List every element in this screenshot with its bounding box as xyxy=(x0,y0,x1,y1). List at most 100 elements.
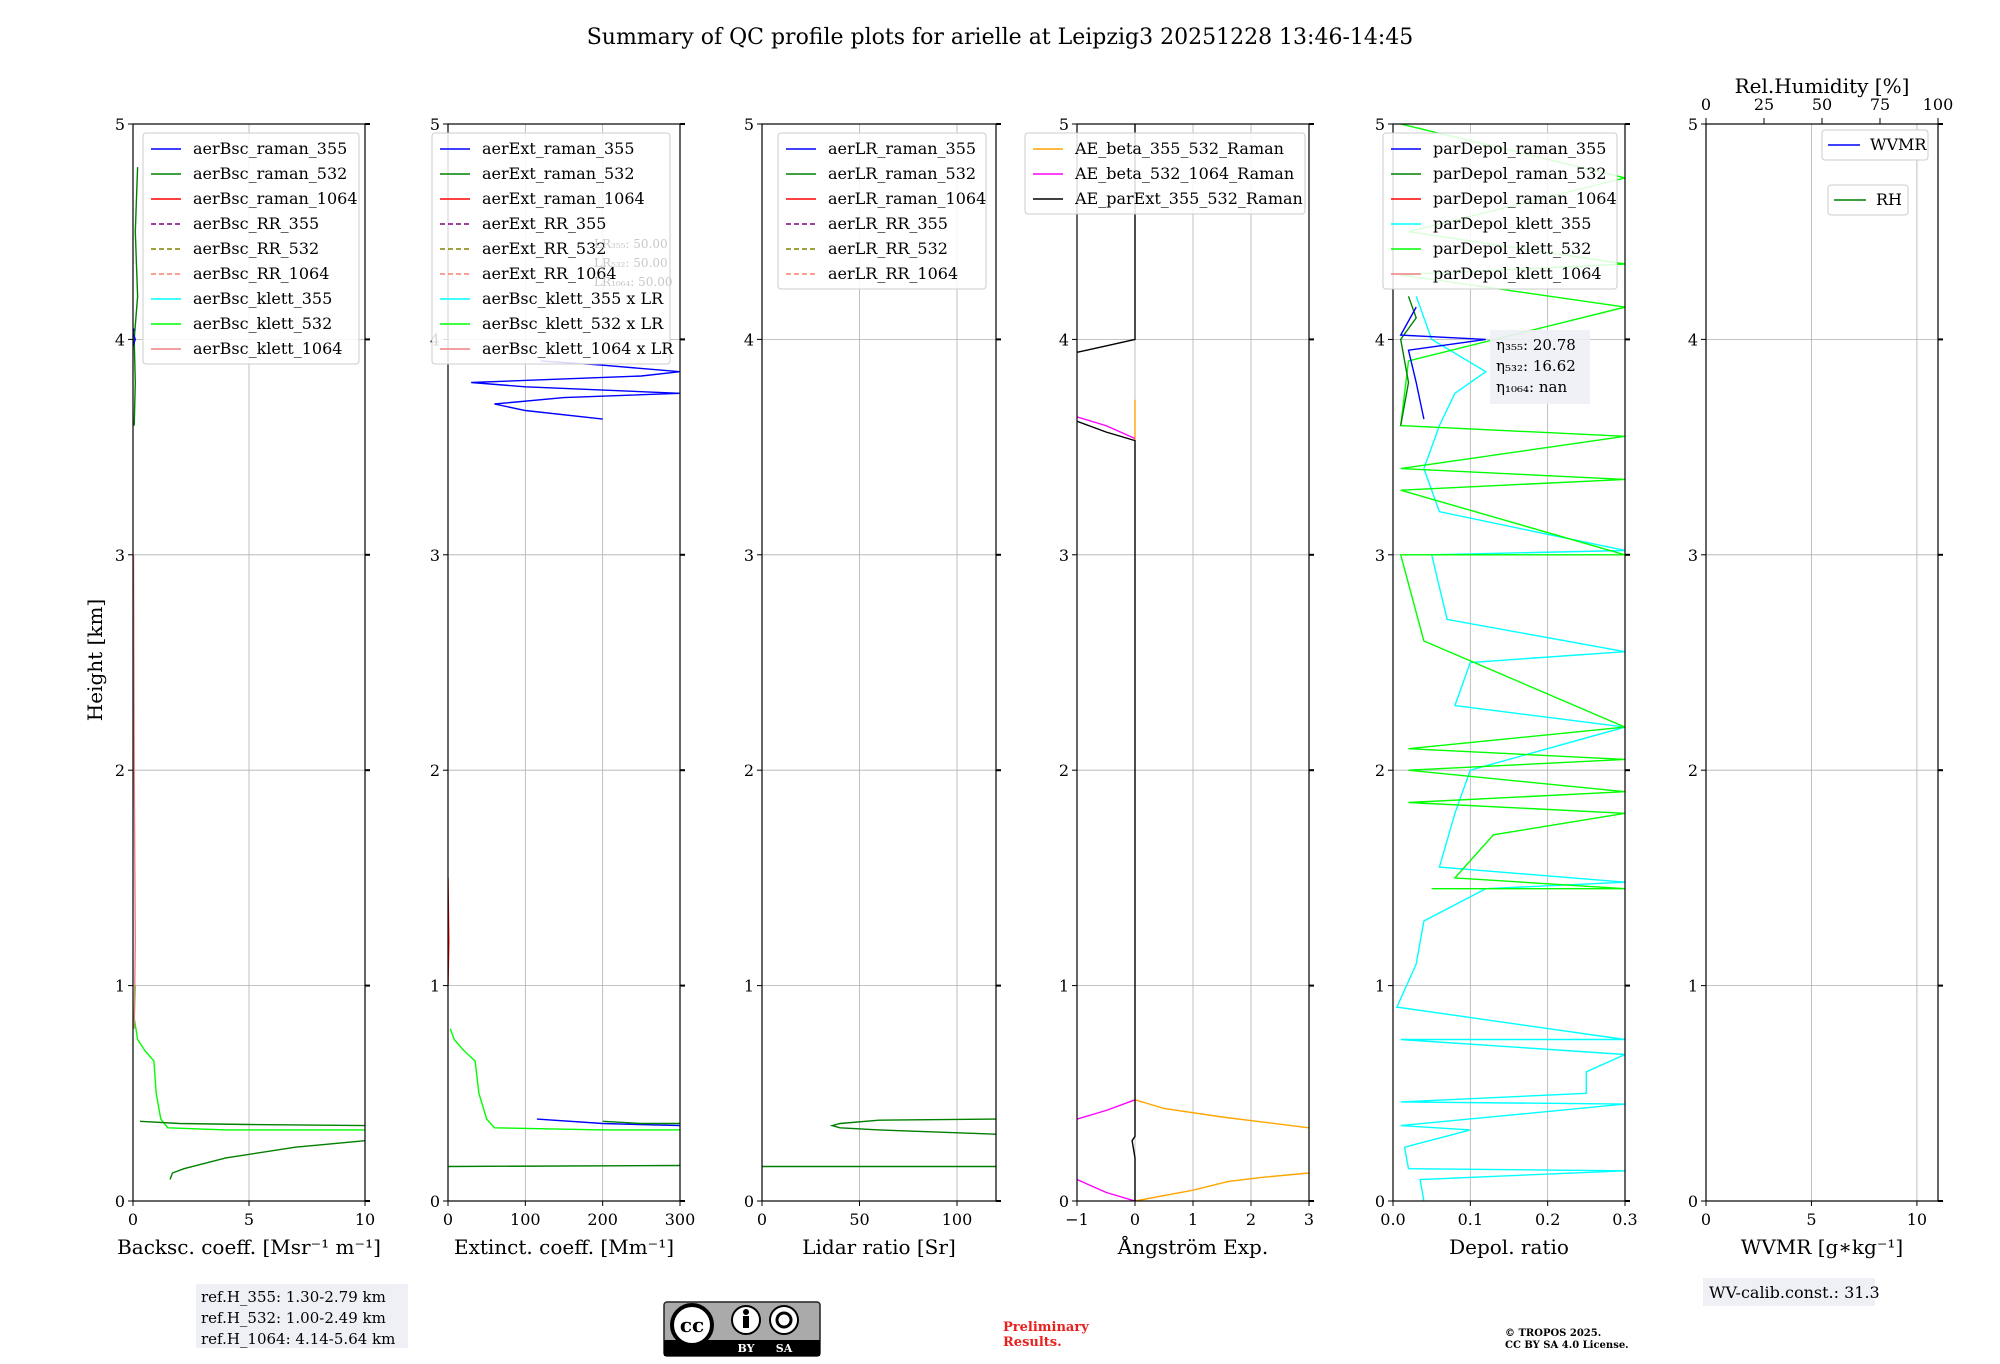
series-aerbsc-klett-532 xyxy=(133,985,365,1131)
legend-label: aerLR_raman_355 xyxy=(828,139,976,158)
y-tick-label: 5 xyxy=(430,115,440,134)
x-tick-label: 2 xyxy=(1246,1210,1256,1229)
series-ae-beta-355-532-upper xyxy=(1134,1099,1309,1129)
legend-label: aerExt_raman_532 xyxy=(482,164,635,183)
legend-label: parDepol_klett_355 xyxy=(1433,214,1591,233)
series-group xyxy=(448,360,680,1168)
y-tick-label: 2 xyxy=(1688,761,1698,780)
legend-label: aerLR_raman_532 xyxy=(828,164,976,183)
y-tick-label: 1 xyxy=(1375,977,1385,996)
legend-label: aerLR_RR_1064 xyxy=(828,264,958,283)
y-tick-label: 5 xyxy=(1059,115,1069,134)
x-tick-label: 0 xyxy=(443,1210,453,1229)
x-axis-label: WVMR [g∗kg⁻¹] xyxy=(1741,1235,1903,1259)
legend-label: aerBsc_klett_532 x LR xyxy=(482,314,664,333)
x-tick-label: 100 xyxy=(510,1210,541,1229)
y-tick-label: 0 xyxy=(1688,1192,1698,1211)
legend-label: aerExt_raman_1064 xyxy=(482,189,645,208)
series-ae-beta-355-532-lower xyxy=(1134,1172,1309,1201)
cc-icon: cc xyxy=(680,1313,704,1337)
eta-background xyxy=(1490,330,1590,404)
legend-label: aerBsc_klett_355 xyxy=(193,289,332,308)
axes-frame xyxy=(1392,123,1626,1202)
series-pardepol-klett-355 xyxy=(1395,296,1625,1201)
y-tick-label: 2 xyxy=(115,761,125,780)
y-tick-label: 5 xyxy=(744,115,754,134)
legend: aerExt_raman_355 aerExt_raman_532 aerExt_r… xyxy=(431,132,674,365)
series-aerbsc-raman-532 xyxy=(139,1120,365,1127)
legend-label: aerBsc_klett_1064 x LR xyxy=(482,339,674,358)
legend-box xyxy=(1821,129,1929,161)
x-tick-label: 0 xyxy=(1130,1210,1140,1229)
legend: aerBsc_raman_355 aerBsc_raman_532 aerBsc_r… xyxy=(142,132,360,365)
legend: AE_beta_355_532_Raman AE_beta_532_1064_Ra… xyxy=(1024,132,1306,215)
x-axis-label: Depol. ratio xyxy=(1449,1235,1569,1259)
y-tick-label: 1 xyxy=(744,977,754,996)
x-tick-label: 200 xyxy=(587,1210,618,1229)
lr-note: LR₅₃₂: 50.00 xyxy=(594,256,668,270)
wv-calib-annotation: WV-calib.const.: 31.3 xyxy=(1703,1278,1880,1306)
y-tick-label: 0 xyxy=(1059,1192,1069,1211)
series-ae-parext-355-532-b xyxy=(1077,124,1136,353)
y-tick-label: 0 xyxy=(1375,1192,1385,1211)
x-tick-label: 1 xyxy=(1188,1210,1198,1229)
legend-label: aerLR_RR_355 xyxy=(828,214,948,233)
legend-label: aerBsc_raman_532 xyxy=(193,164,347,183)
legend-label: aerBsc_raman_355 xyxy=(193,139,347,158)
y-tick-label: 5 xyxy=(115,115,125,134)
legend-label: aerExt_RR_355 xyxy=(482,214,606,233)
series-ae-beta-532-1064-a xyxy=(1077,1099,1136,1120)
x-axis-label: Ångström Exp. xyxy=(1117,1234,1268,1259)
panel-bsc: 0 5 10 0 1 2 3 4 5 Backsc. coeff. [Msr⁻¹ m⁻¹] aerB… xyxy=(115,115,381,1259)
y-tick-label: 0 xyxy=(430,1192,440,1211)
eta-line: η₃₅₅: 20.78 xyxy=(1496,336,1576,354)
legend-label: aerExt_raman_355 xyxy=(482,139,635,158)
y-tick-label: 3 xyxy=(1688,546,1698,565)
legend-label: aerBsc_klett_532 xyxy=(193,314,332,333)
legend-label: aerBsc_RR_355 xyxy=(193,214,319,233)
x-tick-label: 0 xyxy=(1701,1210,1711,1229)
legend-label: aerBsc_RR_532 xyxy=(193,239,319,258)
series-group xyxy=(1077,124,1309,1201)
eta-box: η₃₅₅: 20.78 η₅₃₂: 16.62 η₁₀₆₄: nan xyxy=(1490,330,1590,404)
x-tick-label: 300 xyxy=(665,1210,696,1229)
series-aerext-raman-355-top xyxy=(471,360,680,420)
legend-label: RH xyxy=(1876,190,1902,209)
legend-label: parDepol_klett_532 xyxy=(1433,239,1591,258)
refh-annotation: ref.H_355: 1.30-2.79 km ref.H_532: 1.00-2… xyxy=(196,1284,408,1348)
wv-calib-text: WV-calib.const.: 31.3 xyxy=(1709,1283,1880,1302)
cc-sa-label: SA xyxy=(776,1342,793,1355)
y-tick-label: 5 xyxy=(1375,115,1385,134)
legend-label: parDepol_raman_532 xyxy=(1433,164,1606,183)
y-tick-label: 3 xyxy=(430,546,440,565)
x-tick-label: 50 xyxy=(849,1210,869,1229)
series-aerext-raman-532-floor xyxy=(448,1164,680,1168)
x-tick-label: 0.2 xyxy=(1535,1210,1560,1229)
legend-label: aerBsc_RR_1064 xyxy=(193,264,329,283)
legend-label: aerBsc_raman_1064 xyxy=(193,189,358,208)
panel-wv: 0 5 10 0 1 2 3 4 5 WVMR [g∗kg⁻¹] xyxy=(1688,115,1943,1259)
series-ae-parext-355-532-a xyxy=(1077,420,1136,1201)
y-tick-label: 1 xyxy=(1059,977,1069,996)
legend-label: aerBsc_klett_355 x LR xyxy=(482,289,664,308)
x-axis-label: Extinct. coeff. [Mm⁻¹] xyxy=(454,1235,674,1259)
panel-depol: 0.0 0.1 0.2 0.3 0 1 2 3 4 5 Depol. ratio parDepol_r… xyxy=(1375,115,1638,1259)
rh-tick-label: 75 xyxy=(1870,95,1890,114)
legend-box xyxy=(431,132,671,365)
series-aerbsc-raman-532-low xyxy=(169,1140,365,1180)
refh-line: ref.H_1064: 4.14-5.64 km xyxy=(201,1330,395,1348)
y-tick-label: 3 xyxy=(115,546,125,565)
legend-label: AE_parExt_355_532_Raman xyxy=(1074,189,1303,208)
lr-notes: LR₃₅₅: 50.00 LR₅₃₂: 50.00 LR₁₀₆₄: 50.00 xyxy=(594,237,672,289)
series-aerlr-raman-532 xyxy=(829,1118,996,1135)
refh-line: ref.H_532: 1.00-2.49 km xyxy=(201,1309,386,1327)
lr-note: LR₁₀₆₄: 50.00 xyxy=(594,275,672,289)
axes-frame xyxy=(1705,123,1939,1202)
preliminary-line-2: Results. xyxy=(1003,1335,1062,1350)
x-tick-label: 10 xyxy=(355,1210,375,1229)
y-tick-label: 4 xyxy=(115,330,125,349)
legend-box xyxy=(1382,132,1618,290)
copyright-line-1: © TROPOS 2025. xyxy=(1505,1328,1601,1339)
y-tick-label: 1 xyxy=(430,977,440,996)
